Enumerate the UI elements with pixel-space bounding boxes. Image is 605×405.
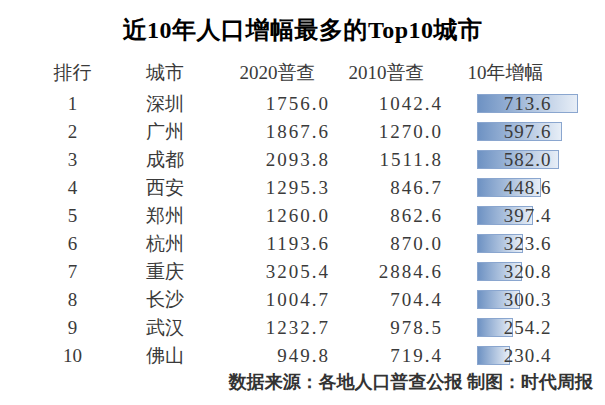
table-row: 5 郑州 1260.0 862.6 397.4 bbox=[40, 202, 605, 230]
table-row: 3 成都 2093.8 1511.8 582.0 bbox=[40, 146, 605, 174]
header-rank: 排行 bbox=[40, 60, 105, 86]
census-2020-cell: 1232.7 bbox=[225, 314, 330, 342]
table-row: 10 佛山 949.8 719.4 230.4 bbox=[40, 342, 605, 370]
city-cell: 成都 bbox=[105, 146, 225, 174]
rank-cell: 7 bbox=[40, 258, 105, 286]
rank-cell: 5 bbox=[40, 202, 105, 230]
city-cell: 郑州 bbox=[105, 202, 225, 230]
table-row: 4 西安 1295.3 846.7 448.6 bbox=[40, 174, 605, 202]
growth-value-label: 448.6 bbox=[477, 174, 578, 202]
table-row: 1 深圳 1756.0 1042.4 713.6 bbox=[40, 90, 605, 118]
header-census-2020: 2020普查 bbox=[225, 60, 330, 86]
census-2020-cell: 1867.6 bbox=[225, 118, 330, 146]
rank-cell: 2 bbox=[40, 118, 105, 146]
source-note: 数据来源：各地人口普查公报 制图：时代周报 bbox=[0, 372, 605, 393]
growth-cell: 448.6 bbox=[477, 174, 578, 202]
growth-value-label: 582.0 bbox=[477, 146, 578, 174]
census-2020-cell: 1004.7 bbox=[225, 286, 330, 314]
census-2010-cell: 1511.8 bbox=[330, 146, 443, 174]
census-2010-cell: 1042.4 bbox=[330, 90, 443, 118]
table-body: 1 深圳 1756.0 1042.4 713.6 2 广州 1867.6 127… bbox=[0, 90, 605, 370]
growth-value-label: 300.3 bbox=[477, 286, 578, 314]
census-2020-cell: 1193.6 bbox=[225, 230, 330, 258]
census-2010-cell: 978.5 bbox=[330, 314, 443, 342]
census-2020-cell: 2093.8 bbox=[225, 146, 330, 174]
census-2010-cell: 2884.6 bbox=[330, 258, 443, 286]
growth-value-label: 597.6 bbox=[477, 118, 578, 146]
census-2010-cell: 862.6 bbox=[330, 202, 443, 230]
city-cell: 重庆 bbox=[105, 258, 225, 286]
rank-cell: 4 bbox=[40, 174, 105, 202]
growth-value-label: 320.8 bbox=[477, 258, 578, 286]
census-2010-cell: 704.4 bbox=[330, 286, 443, 314]
growth-cell: 397.4 bbox=[477, 202, 578, 230]
city-cell: 佛山 bbox=[105, 342, 225, 370]
growth-value-label: 254.2 bbox=[477, 314, 578, 342]
growth-cell: 597.6 bbox=[477, 118, 578, 146]
census-2010-cell: 870.0 bbox=[330, 230, 443, 258]
growth-cell: 300.3 bbox=[477, 286, 578, 314]
city-cell: 杭州 bbox=[105, 230, 225, 258]
table-row: 6 杭州 1193.6 870.0 323.6 bbox=[40, 230, 605, 258]
header-census-2010: 2010普查 bbox=[330, 60, 443, 86]
growth-value-label: 230.4 bbox=[477, 342, 578, 370]
rank-cell: 9 bbox=[40, 314, 105, 342]
table-row: 9 武汉 1232.7 978.5 254.2 bbox=[40, 314, 605, 342]
growth-value-label: 713.6 bbox=[477, 90, 578, 118]
growth-cell: 582.0 bbox=[477, 146, 578, 174]
census-2020-cell: 3205.4 bbox=[225, 258, 330, 286]
table-row: 2 广州 1867.6 1270.0 597.6 bbox=[40, 118, 605, 146]
census-2010-cell: 719.4 bbox=[330, 342, 443, 370]
rank-cell: 1 bbox=[40, 90, 105, 118]
growth-cell: 254.2 bbox=[477, 314, 578, 342]
rank-cell: 6 bbox=[40, 230, 105, 258]
growth-cell: 323.6 bbox=[477, 230, 578, 258]
rank-cell: 8 bbox=[40, 286, 105, 314]
population-growth-chart: 近10年人口增幅最多的Top10城市 排行 城市 2020普查 2010普查 1… bbox=[0, 0, 605, 405]
city-cell: 深圳 bbox=[105, 90, 225, 118]
census-2020-cell: 1260.0 bbox=[225, 202, 330, 230]
city-cell: 西安 bbox=[105, 174, 225, 202]
census-2020-cell: 1295.3 bbox=[225, 174, 330, 202]
city-cell: 广州 bbox=[105, 118, 225, 146]
city-cell: 武汉 bbox=[105, 314, 225, 342]
table-row: 7 重庆 3205.4 2884.6 320.8 bbox=[40, 258, 605, 286]
growth-cell: 230.4 bbox=[477, 342, 578, 370]
census-2020-cell: 1756.0 bbox=[225, 90, 330, 118]
table-row: 8 长沙 1004.7 704.4 300.3 bbox=[40, 286, 605, 314]
rank-cell: 10 bbox=[40, 342, 105, 370]
growth-cell: 713.6 bbox=[477, 90, 578, 118]
census-2010-cell: 1270.0 bbox=[330, 118, 443, 146]
census-2020-cell: 949.8 bbox=[225, 342, 330, 370]
growth-value-label: 323.6 bbox=[477, 230, 578, 258]
growth-value-label: 397.4 bbox=[477, 202, 578, 230]
chart-title: 近10年人口增幅最多的Top10城市 bbox=[0, 16, 605, 44]
header-growth: 10年增幅 bbox=[455, 60, 556, 86]
table-header-row: 排行 城市 2020普查 2010普查 10年增幅 bbox=[40, 60, 605, 86]
growth-cell: 320.8 bbox=[477, 258, 578, 286]
city-cell: 长沙 bbox=[105, 286, 225, 314]
rank-cell: 3 bbox=[40, 146, 105, 174]
census-2010-cell: 846.7 bbox=[330, 174, 443, 202]
header-city: 城市 bbox=[105, 60, 225, 86]
